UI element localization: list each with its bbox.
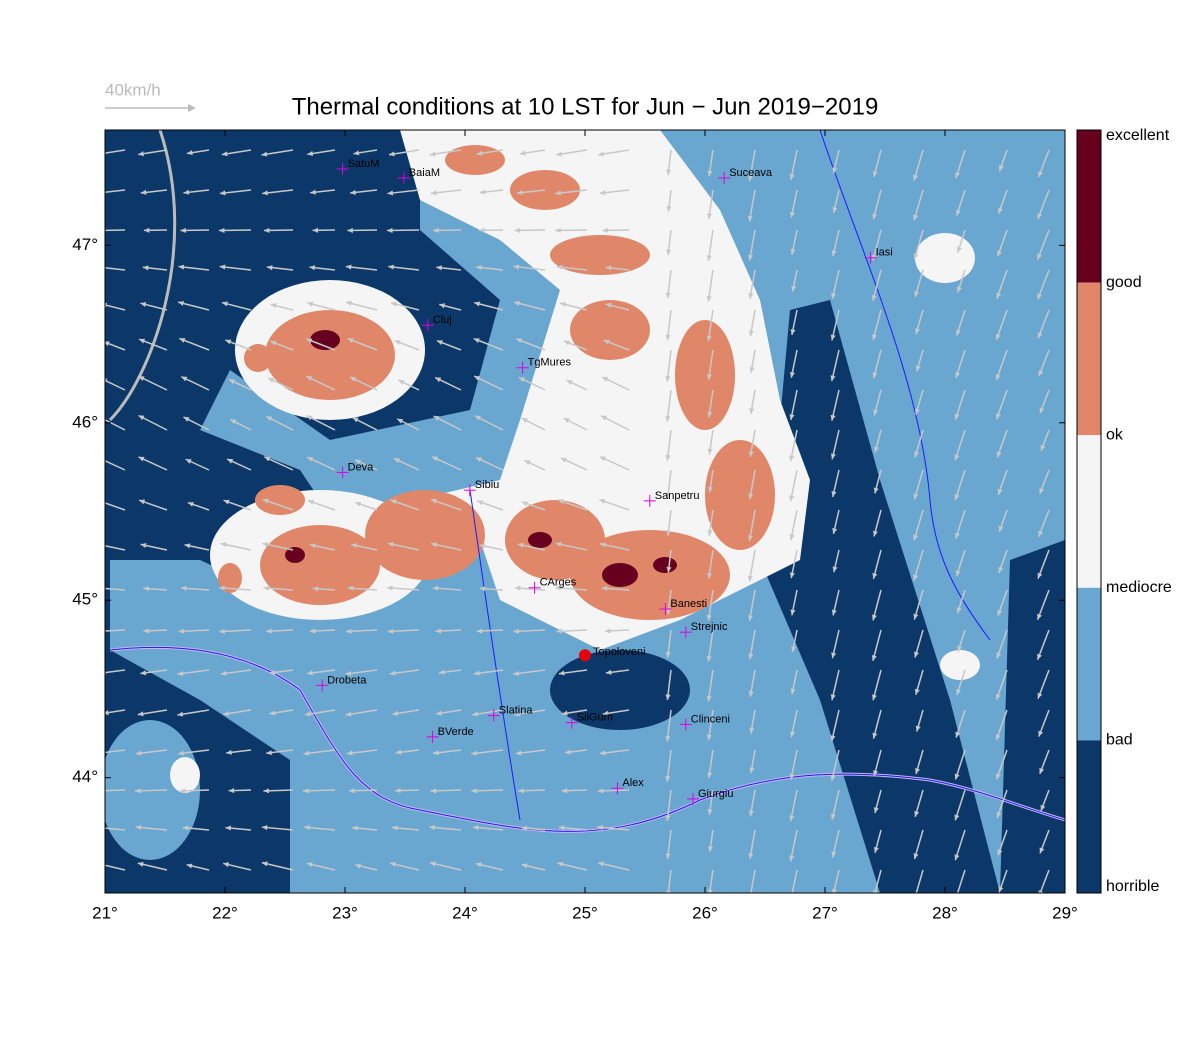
wind-arrow-head (97, 629, 103, 634)
wind-arrow-head (789, 895, 794, 901)
x-tick-label: 23° (332, 903, 358, 922)
wind-arrow-head (98, 265, 104, 270)
city-label: Iasi (876, 247, 893, 259)
colorbar-band (1077, 130, 1101, 283)
class-mediocre (170, 757, 200, 793)
site-label: Topoloveni (593, 646, 646, 658)
city-label: Sibiu (475, 479, 499, 491)
wind-arrow-head (955, 893, 960, 899)
wind-arrow-head (99, 417, 105, 422)
wind-arrow-head (97, 788, 103, 793)
x-tick-label: 29° (1052, 903, 1078, 922)
city-label: Deva (348, 461, 375, 473)
terrain (93, 130, 1065, 901)
city-label: Clinceni (691, 713, 730, 725)
colorbar-label: bad (1106, 732, 1133, 749)
wind-arrow-head (94, 190, 100, 195)
wind-arrow-head (94, 861, 100, 866)
y-tick-label: 46° (72, 412, 98, 431)
wind-arrow-head (100, 750, 106, 755)
y-tick-label: 45° (72, 590, 98, 609)
wind-arrow-head (95, 499, 101, 504)
wind-arrow-head (94, 825, 100, 830)
city-label: Suceava (729, 167, 773, 179)
wind-arrow-head (93, 152, 99, 157)
colorbar-label: ok (1106, 426, 1124, 443)
colorbar-label: mediocre (1106, 579, 1172, 596)
city-label: Giurgiu (698, 788, 733, 800)
colorbar-band (1077, 435, 1101, 588)
class-mediocre (915, 233, 975, 283)
city-label: SatuM (348, 158, 380, 170)
x-tick-label: 27° (812, 903, 838, 922)
title: Thermal conditions at 10 LST for Jun − J… (292, 93, 879, 120)
x-tick-label: 25° (572, 903, 598, 922)
city-label: Slatina (499, 704, 534, 716)
wind-arrow-head (97, 457, 103, 462)
x-tick-label: 24° (452, 903, 478, 922)
colorbar: excellent good ok mediocre bad horrible (1077, 127, 1172, 895)
colorbar-label: good (1106, 274, 1142, 291)
city-label: TgMures (528, 357, 572, 369)
colorbar-label: excellent (1106, 127, 1170, 144)
city-label: SilGum (577, 712, 613, 724)
colorbar-band (1077, 588, 1101, 741)
colorbar-label: horrible (1106, 878, 1159, 895)
city-label: CArges (540, 577, 577, 589)
wind-arrow-head (666, 891, 671, 897)
city-label: Strejnic (691, 621, 728, 633)
city-label: Drobeta (327, 674, 367, 686)
colorbar-band (1077, 740, 1101, 893)
class-horrible (1000, 540, 1065, 893)
wind-scale-head (188, 104, 196, 112)
wind-arrow-head (94, 542, 100, 547)
site-marker (579, 649, 591, 661)
y-tick-label: 47° (72, 235, 98, 254)
wind-arrow-head (95, 228, 100, 233)
colorbar-band (1077, 283, 1101, 436)
wind-arrow-head (748, 895, 753, 901)
y-tick-label: 44° (72, 767, 98, 786)
wind-arrow (97, 790, 125, 791)
x-tick-label: 21° (92, 903, 118, 922)
city-label: Cluj (433, 314, 452, 326)
city-label: BVerde (438, 726, 474, 738)
city-label: Alex (622, 777, 644, 789)
x-tick-label: 22° (212, 903, 238, 922)
wind-scale-label: 40km/h (105, 80, 161, 99)
city-label: Sanpetru (655, 490, 700, 502)
class-mediocre (940, 650, 980, 680)
x-tick-label: 28° (932, 903, 958, 922)
wind-arrow-head (913, 894, 918, 900)
city-label: Banesti (670, 598, 707, 610)
city-label: BaiaM (409, 167, 440, 179)
wind-arrow (95, 230, 125, 231)
x-tick-label: 26° (692, 903, 718, 922)
